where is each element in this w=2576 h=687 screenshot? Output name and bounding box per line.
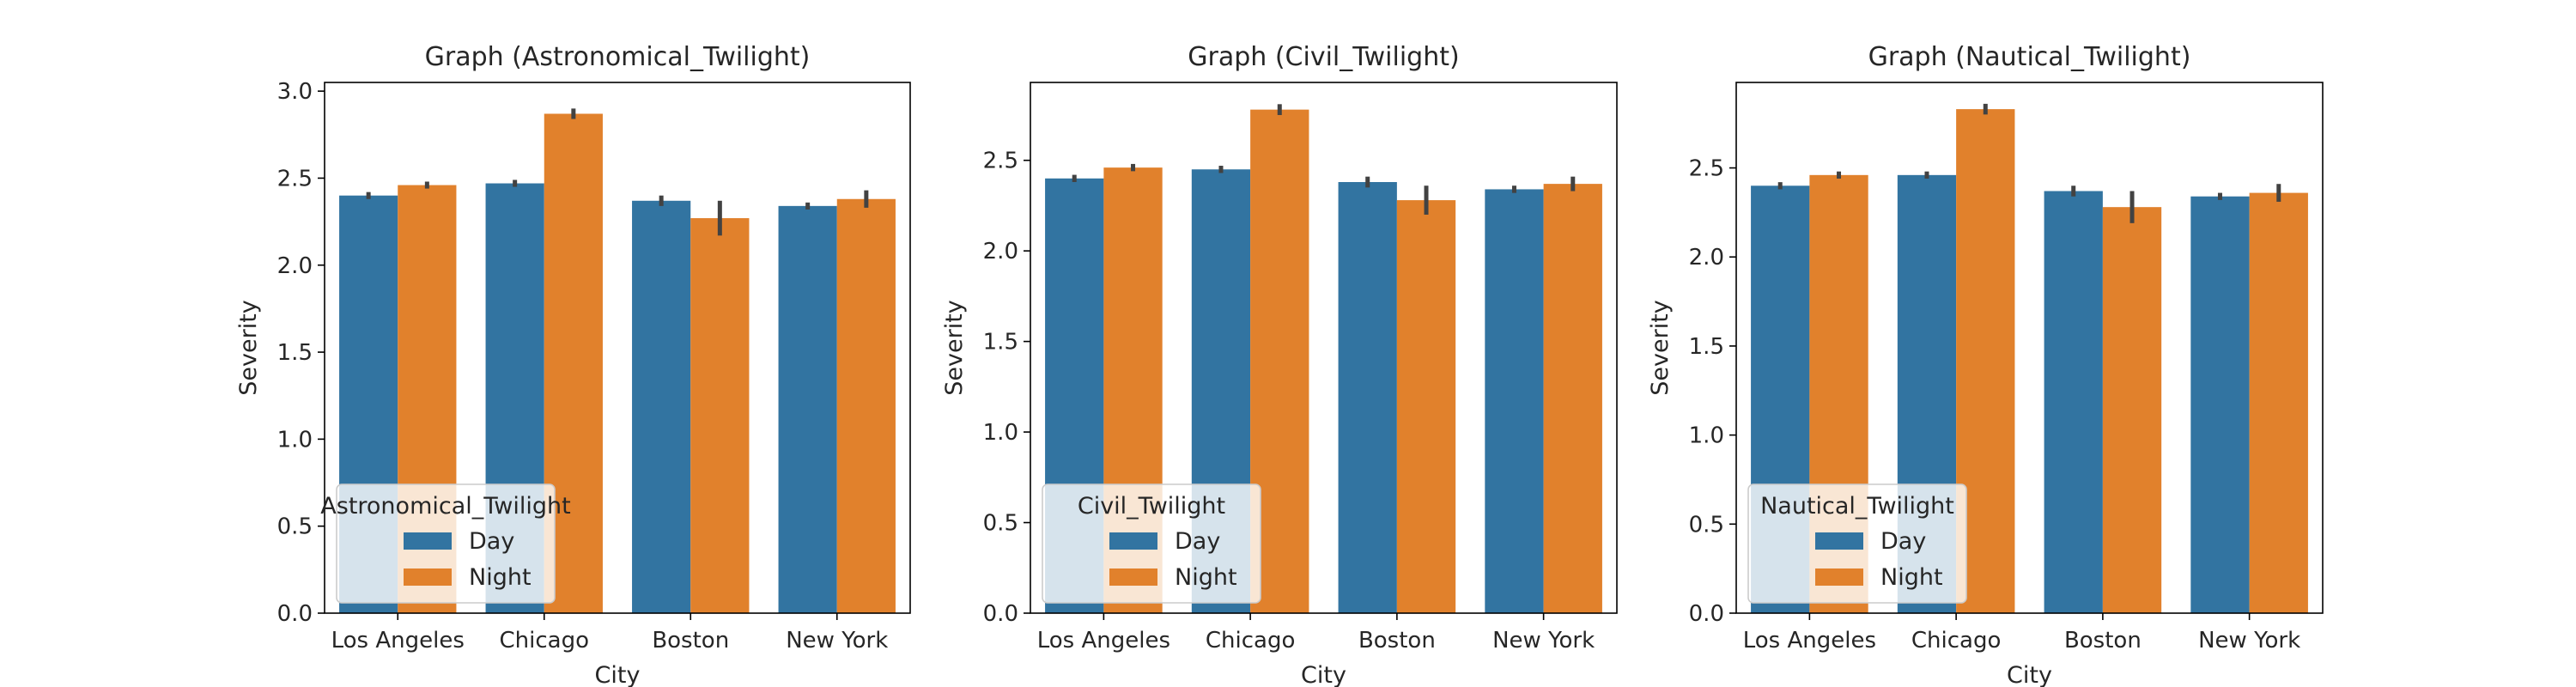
legend: Civil_Twilight Day Night	[1042, 483, 1261, 604]
legend-swatch-day	[1109, 532, 1157, 550]
bar-night-3	[690, 218, 750, 613]
bar-day-4	[2190, 196, 2250, 613]
y-tick-label: 2.0	[277, 253, 313, 279]
y-tick-label: 1.5	[277, 340, 313, 366]
bar-day-4	[1485, 189, 1544, 614]
legend-label-day: Day	[1880, 528, 1926, 555]
y-tick-label: 2.0	[983, 239, 1018, 264]
legend: Astronomical_Twilight Day Night	[320, 483, 571, 604]
y-tick-label: 0.5	[1689, 512, 1724, 538]
x-tick-label: New York	[786, 628, 888, 654]
legend-swatch-night	[1815, 568, 1863, 586]
bar-day-3	[632, 200, 691, 613]
y-tick-label: 0.5	[983, 511, 1018, 537]
x-axis-label: City	[595, 662, 641, 687]
legend-swatch-night	[1109, 568, 1157, 586]
legend-title: Civil_Twilight	[1078, 493, 1225, 520]
legend-swatch-day	[404, 532, 452, 550]
y-tick-label: 2.5	[277, 166, 313, 192]
axes-frame	[324, 82, 911, 614]
y-axis-label: Severity	[941, 300, 968, 396]
x-tick-label: Chicago	[500, 628, 590, 654]
y-tick-label: 0.0	[1689, 601, 1724, 627]
y-tick-label: 0.0	[277, 601, 313, 627]
axes-frame	[1030, 82, 1618, 614]
legend-title: Nautical_Twilight	[1760, 493, 1954, 520]
chart-panel-3: 0.0 0.5 1.0 1.5 2.0 2.5 Los Angeles Chicago Bost…	[1647, 42, 2324, 687]
chart-panel-1: 0.0 0.5 1.0 1.5 2.0 2.5 3.0 Los Angeles Chicago B…	[235, 42, 911, 687]
legend-label-day: Day	[1175, 528, 1220, 555]
x-tick-label: Boston	[1358, 628, 1436, 654]
x-tick-label: Los Angeles	[1037, 628, 1170, 654]
bar-night-4	[2249, 192, 2308, 613]
legend-label-night: Night	[1880, 564, 1943, 591]
bar-day-4	[778, 205, 837, 613]
chart-title: Graph (Nautical_Twilight)	[1868, 42, 2191, 72]
y-tick-label: 0.0	[983, 601, 1018, 627]
legend-label-night: Night	[1175, 564, 1237, 591]
x-tick-label: New York	[2198, 628, 2300, 654]
y-tick-label: 1.0	[1689, 423, 1724, 449]
y-tick-label: 1.5	[1689, 334, 1724, 360]
x-axis-label: City	[2007, 662, 2052, 687]
bar-day-3	[1338, 182, 1397, 613]
legend-label-night: Night	[469, 564, 532, 591]
x-axis-label: City	[1301, 662, 1346, 687]
x-tick-label: Boston	[2064, 628, 2142, 654]
legend-title: Astronomical_Twilight	[320, 493, 570, 520]
x-tick-label: Chicago	[1911, 628, 2002, 654]
bar-night-4	[1543, 184, 1602, 614]
chart-title: Graph (Civil_Twilight)	[1188, 42, 1459, 72]
y-tick-label: 1.0	[983, 420, 1018, 446]
bar-night-3	[1396, 200, 1456, 613]
y-axis-label: Severity	[235, 300, 262, 396]
y-tick-label: 1.0	[277, 427, 313, 453]
legend-label-day: Day	[469, 528, 514, 555]
y-axis-label: Severity	[1647, 300, 1674, 396]
bar-night-3	[2102, 207, 2162, 613]
y-tick-label: 2.5	[1689, 156, 1724, 182]
y-tick-label: 3.0	[277, 79, 313, 105]
y-tick-label: 0.5	[277, 514, 313, 540]
chart-panel-2: 0.0 0.5 1.0 1.5 2.0 2.5 Los Angeles Chicago Bost…	[941, 42, 1618, 687]
bar-day-3	[2044, 191, 2103, 613]
y-tick-label: 2.0	[1689, 245, 1724, 271]
x-tick-label: Los Angeles	[1743, 628, 1876, 654]
axes-frame	[1735, 82, 2324, 614]
x-tick-label: New York	[1492, 628, 1595, 654]
x-tick-label: Boston	[652, 628, 729, 654]
chart-title: Graph (Astronomical_Twilight)	[425, 42, 811, 72]
bar-night-4	[836, 198, 896, 613]
x-tick-label: Chicago	[1206, 628, 1296, 654]
legend: Nautical_Twilight Day Night	[1747, 483, 1967, 604]
legend-swatch-day	[1815, 532, 1863, 550]
y-tick-label: 1.5	[983, 330, 1018, 356]
x-tick-label: Los Angeles	[331, 628, 465, 654]
y-tick-label: 2.5	[983, 149, 1018, 174]
legend-swatch-night	[404, 568, 452, 586]
